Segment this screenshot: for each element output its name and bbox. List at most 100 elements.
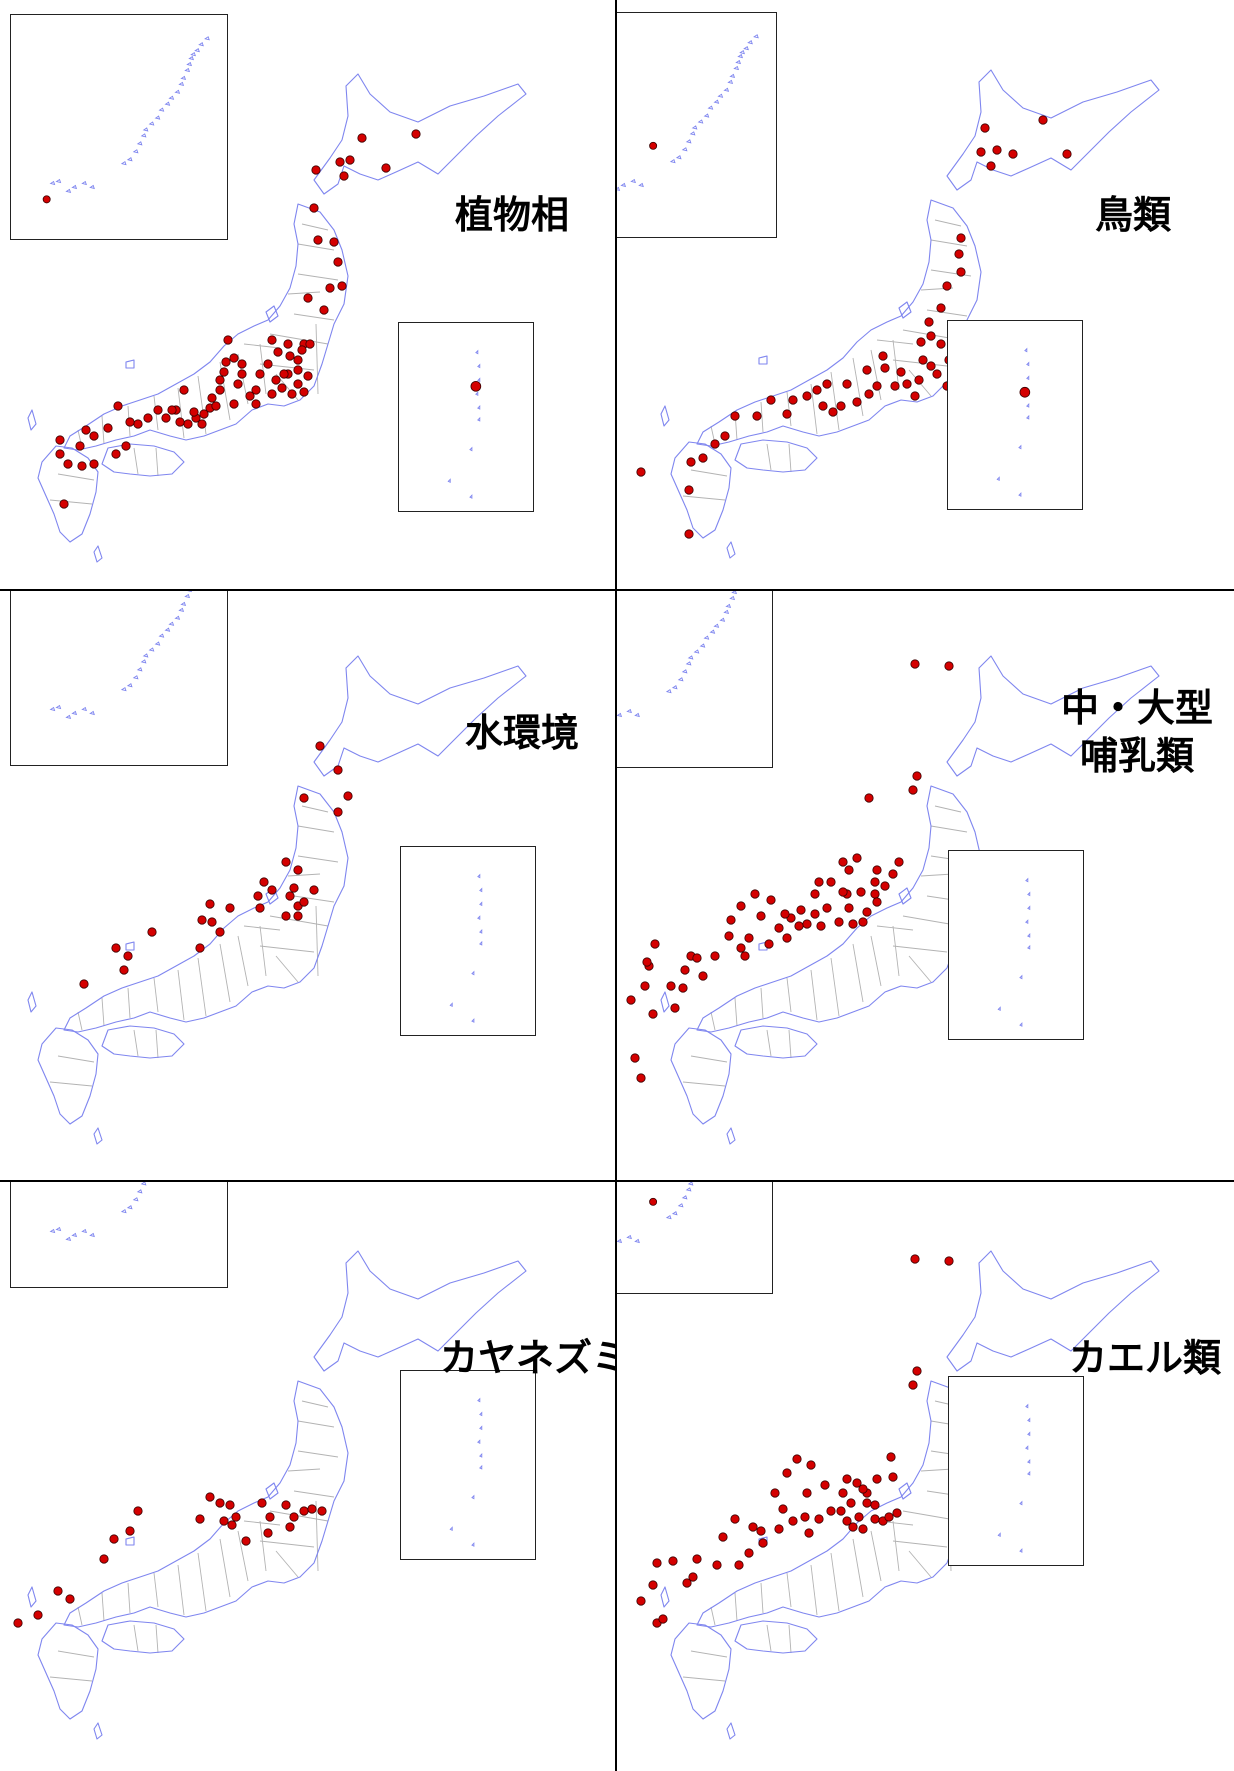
survey-site-marker	[910, 1254, 920, 1264]
prefecture-border	[101, 1592, 105, 1622]
island-outline	[675, 155, 682, 160]
survey-site-marker	[333, 257, 343, 267]
survey-site-marker	[668, 1556, 678, 1566]
survey-site-marker	[303, 293, 313, 303]
island-outline	[140, 1181, 147, 1186]
prefecture-border	[930, 825, 968, 833]
survey-site-marker	[918, 355, 928, 365]
prefecture-border	[682, 1676, 726, 1682]
survey-site-marker	[649, 1197, 658, 1206]
survey-site-marker	[864, 793, 874, 803]
japan-map	[636, 69, 1160, 559]
survey-site-marker	[780, 909, 790, 919]
survey-site-marker	[858, 917, 868, 927]
prefecture-border	[153, 1572, 159, 1608]
prefecture-border	[315, 1500, 319, 1572]
survey-site-marker	[652, 1558, 662, 1568]
island-outline	[55, 1226, 62, 1232]
survey-site-marker	[826, 1506, 836, 1516]
island-outline	[55, 178, 62, 184]
tanegashima-island	[726, 1722, 736, 1740]
panel-label: 鳥類	[1095, 193, 1172, 237]
island-outline	[204, 36, 210, 41]
survey-site-marker	[932, 369, 942, 379]
kyushu-coast	[670, 1027, 732, 1125]
island-outline	[725, 603, 732, 609]
survey-site-marker	[782, 1468, 792, 1478]
island-outline	[174, 89, 181, 94]
survey-site-marker	[55, 449, 65, 459]
ryukyu-islands-map	[617, 590, 738, 718]
survey-site-marker	[251, 399, 261, 409]
prefecture-border	[297, 825, 335, 833]
survey-site-marker	[758, 1538, 768, 1548]
island-outline	[136, 667, 143, 672]
survey-site-marker	[980, 123, 990, 133]
survey-site-marker	[147, 927, 157, 937]
island-outline	[168, 621, 175, 626]
island-outline	[626, 1234, 632, 1240]
prefecture-border	[830, 371, 840, 431]
survey-site-marker	[103, 423, 113, 433]
survey-site-marker	[800, 1512, 810, 1522]
shikoku-coast	[101, 1620, 185, 1654]
survey-site-marker	[710, 439, 720, 449]
survey-site-marker	[838, 887, 848, 897]
survey-site-marker	[880, 881, 890, 891]
prefecture-border	[870, 935, 882, 987]
survey-site-marker	[804, 1528, 814, 1538]
island-outline	[1019, 1548, 1023, 1553]
ogasawara-islands-inset	[400, 1370, 536, 1560]
survey-site-marker	[309, 885, 319, 895]
survey-site-marker	[343, 791, 353, 801]
survey-site-marker	[299, 897, 309, 907]
survey-site-marker	[650, 939, 660, 949]
survey-site-marker	[862, 907, 872, 917]
prefecture-border	[786, 1572, 792, 1608]
island-outline	[753, 34, 759, 39]
island-outline	[685, 1187, 692, 1192]
prefecture-border	[269, 915, 329, 927]
prefecture-border	[315, 323, 319, 395]
survey-site-marker	[299, 1506, 309, 1516]
prefecture-border	[920, 1468, 954, 1472]
survey-site-marker	[267, 885, 277, 895]
island-outline	[154, 115, 161, 120]
survey-site-marker	[992, 145, 1002, 155]
prefecture-border	[259, 343, 267, 395]
tanegashima-island	[93, 1127, 103, 1145]
survey-site-marker	[642, 957, 652, 967]
prefecture-border	[77, 1011, 83, 1031]
island-outline	[1027, 1431, 1031, 1437]
island-outline	[65, 188, 72, 194]
survey-site-marker	[153, 405, 163, 415]
survey-site-marker	[782, 933, 792, 943]
prefecture-border	[49, 499, 93, 505]
survey-site-marker	[253, 891, 263, 901]
prefecture-border	[934, 219, 962, 227]
survey-site-marker	[852, 853, 862, 863]
island-outline	[997, 1006, 1001, 1012]
oki-island	[758, 355, 768, 365]
oki-island	[125, 359, 135, 369]
tsushima-island	[27, 991, 37, 1013]
prefecture-border	[297, 243, 335, 251]
survey-site-marker	[886, 1452, 896, 1462]
japan-map	[27, 655, 527, 1145]
island-outline	[687, 1181, 694, 1186]
survey-site-marker	[788, 1516, 798, 1526]
survey-site-marker	[241, 1536, 251, 1546]
ryukyu-islands-map	[617, 34, 759, 192]
island-outline	[477, 1397, 481, 1403]
survey-site-marker	[954, 249, 964, 259]
survey-site-marker	[822, 903, 832, 913]
island-outline	[469, 446, 473, 452]
island-outline	[729, 73, 736, 79]
survey-site-marker	[890, 381, 900, 391]
honshu-coast	[63, 1380, 349, 1628]
survey-site-marker	[297, 345, 307, 355]
island-outline	[49, 180, 56, 186]
survey-site-marker	[846, 1498, 856, 1508]
survey-site-marker	[183, 419, 193, 429]
prefecture-border	[287, 1468, 321, 1472]
